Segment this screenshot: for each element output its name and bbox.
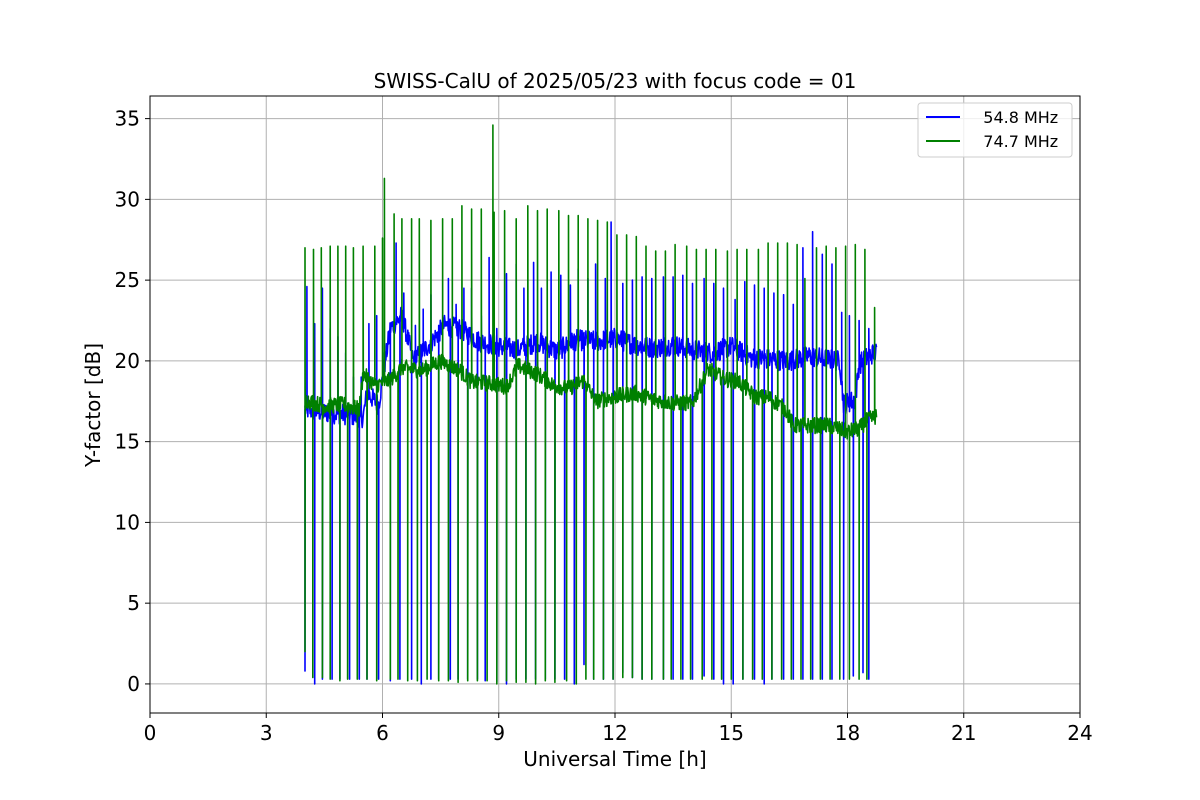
plot-area	[304, 124, 878, 685]
legend-label-54-8-mhz: 54.8 MHz	[968, 108, 1058, 127]
x-tick-label: 21	[951, 721, 976, 745]
x-tick-label: 15	[719, 721, 744, 745]
chart-title: SWISS-CalU of 2025/05/23 with focus code…	[374, 69, 857, 93]
x-tick-label: 12	[602, 721, 627, 745]
y-tick-label: 35	[115, 107, 140, 131]
legend: 54.8 MHz 74.7 MHz	[917, 102, 1073, 158]
x-tick-label: 6	[376, 721, 389, 745]
x-tick-label: 0	[144, 721, 157, 745]
legend-label-74-7-mhz: 74.7 MHz	[968, 132, 1058, 151]
y-tick-label: 20	[115, 349, 140, 373]
y-tick-label: 5	[127, 591, 140, 615]
y-tick-label: 0	[127, 672, 140, 696]
y-axis-label: Y-factor [dB]	[81, 343, 105, 468]
y-tick-label: 10	[115, 510, 140, 534]
x-axis-label: Universal Time [h]	[523, 747, 706, 771]
y-tick-label: 25	[115, 268, 140, 292]
y-tick-label: 30	[115, 187, 140, 211]
x-tick-label: 18	[835, 721, 860, 745]
x-axis: 0 3 6 9 12 15 18 21 24	[144, 713, 1093, 745]
y-tick-label: 15	[115, 430, 140, 454]
y-axis: 0 5 10 15 20 25 30 35	[115, 107, 150, 696]
series-line-74-7-mhz	[304, 124, 878, 685]
x-tick-label: 9	[492, 721, 505, 745]
x-tick-label: 3	[260, 721, 273, 745]
x-tick-label: 24	[1067, 721, 1092, 745]
